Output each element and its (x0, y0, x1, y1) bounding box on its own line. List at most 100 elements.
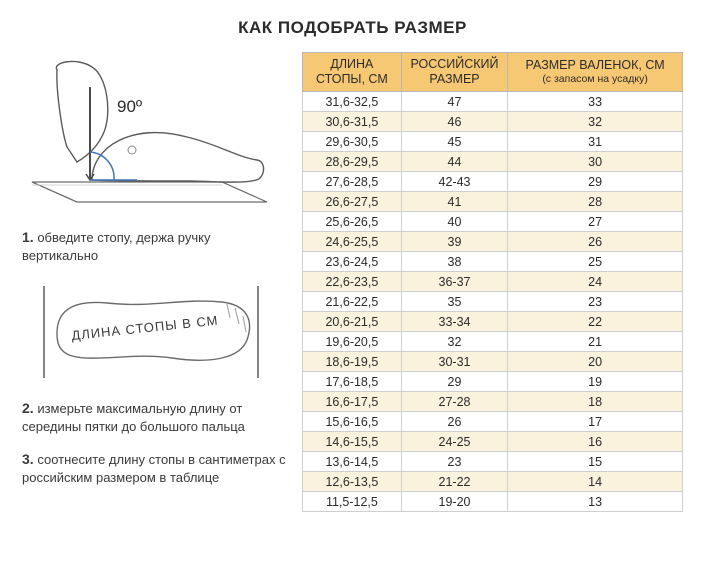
step-1-num: 1. (22, 229, 34, 245)
table-cell: 25 (508, 252, 683, 272)
table-cell: 44 (401, 152, 507, 172)
table-cell: 28,6-29,5 (303, 152, 402, 172)
table-cell: 26 (508, 232, 683, 252)
angle-label: 90º (117, 97, 142, 116)
table-row: 16,6-17,527-2818 (303, 392, 683, 412)
table-cell: 19,6-20,5 (303, 332, 402, 352)
table-column: ДЛИНА СТОПЫ, СМ РОССИЙСКИЙ РАЗМЕР РАЗМЕР… (302, 52, 683, 512)
table-row: 22,6-23,536-3724 (303, 272, 683, 292)
table-row: 26,6-27,54128 (303, 192, 683, 212)
table-row: 20,6-21,533-3422 (303, 312, 683, 332)
table-row: 12,6-13,521-2214 (303, 472, 683, 492)
table-cell: 17 (508, 412, 683, 432)
step-3: 3. соотнесите длину стопы в сантиметрах … (22, 450, 288, 486)
table-cell: 24,6-25,5 (303, 232, 402, 252)
table-cell: 47 (401, 92, 507, 112)
table-cell: 41 (401, 192, 507, 212)
page-title: КАК ПОДОБРАТЬ РАЗМЕР (22, 18, 683, 38)
table-cell: 32 (508, 112, 683, 132)
step-1: 1. обведите стопу, держа ручку вертикаль… (22, 228, 288, 264)
table-cell: 24 (508, 272, 683, 292)
table-row: 31,6-32,54733 (303, 92, 683, 112)
table-cell: 40 (401, 212, 507, 232)
table-cell: 30 (508, 152, 683, 172)
table-cell: 27,6-28,5 (303, 172, 402, 192)
th-2-l2: (с запасом на усадку) (514, 73, 676, 86)
table-cell: 20 (508, 352, 683, 372)
table-cell: 36-37 (401, 272, 507, 292)
table-cell: 33 (508, 92, 683, 112)
table-cell: 21 (508, 332, 683, 352)
table-cell: 29,6-30,5 (303, 132, 402, 152)
table-cell: 31,6-32,5 (303, 92, 402, 112)
table-cell: 15,6-16,5 (303, 412, 402, 432)
table-row: 24,6-25,53926 (303, 232, 683, 252)
th-0-l1: ДЛИНА (330, 57, 373, 71)
table-cell: 31 (508, 132, 683, 152)
table-cell: 19 (508, 372, 683, 392)
table-row: 13,6-14,52315 (303, 452, 683, 472)
table-cell: 29 (401, 372, 507, 392)
instructions-column: 90º 1. обведите стопу, держа ручку верти… (22, 52, 302, 512)
table-cell: 12,6-13,5 (303, 472, 402, 492)
table-row: 29,6-30,54531 (303, 132, 683, 152)
table-cell: 18 (508, 392, 683, 412)
table-cell: 22 (508, 312, 683, 332)
table-cell: 23,6-24,5 (303, 252, 402, 272)
table-cell: 16,6-17,5 (303, 392, 402, 412)
table-cell: 13,6-14,5 (303, 452, 402, 472)
table-row: 17,6-18,52919 (303, 372, 683, 392)
footprint-diagram: ДЛИНА СТОПЫ В СМ (22, 278, 277, 388)
table-cell: 23 (508, 292, 683, 312)
table-cell: 19-20 (401, 492, 507, 512)
table-cell: 21-22 (401, 472, 507, 492)
table-cell: 39 (401, 232, 507, 252)
th-valenki-size: РАЗМЕР ВАЛЕНОК, СМ (с запасом на усадку) (508, 53, 683, 92)
table-cell: 14 (508, 472, 683, 492)
th-1-l1: РОССИЙСКИЙ (410, 57, 498, 71)
table-body: 31,6-32,5473330,6-31,5463229,6-30,545312… (303, 92, 683, 512)
step-1-text: обведите стопу, держа ручку вертикально (22, 230, 210, 263)
table-cell: 24-25 (401, 432, 507, 452)
table-row: 28,6-29,54430 (303, 152, 683, 172)
size-table: ДЛИНА СТОПЫ, СМ РОССИЙСКИЙ РАЗМЕР РАЗМЕР… (302, 52, 683, 512)
table-row: 27,6-28,542-4329 (303, 172, 683, 192)
table-row: 19,6-20,53221 (303, 332, 683, 352)
table-cell: 13 (508, 492, 683, 512)
step-3-text: соотнесите длину стопы в сантиметрах с р… (22, 452, 286, 485)
table-cell: 23 (401, 452, 507, 472)
table-cell: 32 (401, 332, 507, 352)
table-cell: 42-43 (401, 172, 507, 192)
table-row: 25,6-26,54027 (303, 212, 683, 232)
table-row: 18,6-19,530-3120 (303, 352, 683, 372)
step-2-num: 2. (22, 400, 34, 416)
table-cell: 29 (508, 172, 683, 192)
table-cell: 25,6-26,5 (303, 212, 402, 232)
table-row: 23,6-24,53825 (303, 252, 683, 272)
table-cell: 22,6-23,5 (303, 272, 402, 292)
table-cell: 45 (401, 132, 507, 152)
table-cell: 46 (401, 112, 507, 132)
th-ru-size: РОССИЙСКИЙ РАЗМЕР (401, 53, 507, 92)
table-cell: 38 (401, 252, 507, 272)
table-cell: 11,5-12,5 (303, 492, 402, 512)
table-cell: 18,6-19,5 (303, 352, 402, 372)
table-row: 15,6-16,52617 (303, 412, 683, 432)
table-cell: 26,6-27,5 (303, 192, 402, 212)
table-cell: 30,6-31,5 (303, 112, 402, 132)
table-row: 21,6-22,53523 (303, 292, 683, 312)
table-cell: 21,6-22,5 (303, 292, 402, 312)
table-cell: 16 (508, 432, 683, 452)
table-cell: 17,6-18,5 (303, 372, 402, 392)
step-2-text: измерьте максимальную длину от середины … (22, 401, 245, 434)
table-cell: 30-31 (401, 352, 507, 372)
table-cell: 14,6-15,5 (303, 432, 402, 452)
table-row: 14,6-15,524-2516 (303, 432, 683, 452)
table-cell: 20,6-21,5 (303, 312, 402, 332)
table-cell: 35 (401, 292, 507, 312)
table-row: 11,5-12,519-2013 (303, 492, 683, 512)
tracing-diagram: 90º (22, 52, 277, 217)
table-cell: 33-34 (401, 312, 507, 332)
table-cell: 27 (508, 212, 683, 232)
th-2-l1: РАЗМЕР ВАЛЕНОК, СМ (526, 58, 665, 72)
